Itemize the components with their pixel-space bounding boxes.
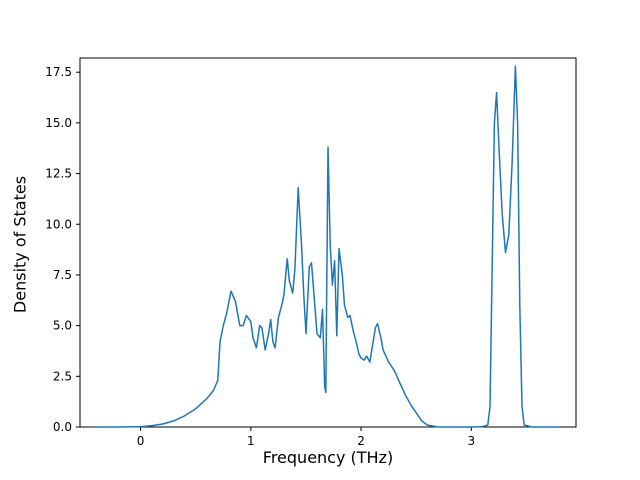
y-tick-label: 2.5 bbox=[53, 369, 72, 383]
y-tick-label: 17.5 bbox=[45, 65, 72, 79]
y-tick-label: 5.0 bbox=[53, 319, 72, 333]
y-tick-label: 0.0 bbox=[53, 420, 72, 434]
axes-frame bbox=[79, 57, 577, 428]
x-tick-label: 3 bbox=[467, 434, 475, 448]
x-tick-label: 0 bbox=[137, 434, 145, 448]
y-tick-label: 10.0 bbox=[45, 217, 72, 231]
dos-line bbox=[93, 65, 561, 428]
y-tick-label: 12.5 bbox=[45, 167, 72, 181]
x-tick-label: 1 bbox=[247, 434, 255, 448]
y-axis-label: Density of States bbox=[10, 175, 30, 314]
y-tick-label: 15.0 bbox=[45, 116, 72, 130]
x-axis-label: Frequency (THz) bbox=[262, 448, 394, 467]
y-tick-label: 7.5 bbox=[53, 268, 72, 282]
x-tick-label: 2 bbox=[357, 434, 365, 448]
